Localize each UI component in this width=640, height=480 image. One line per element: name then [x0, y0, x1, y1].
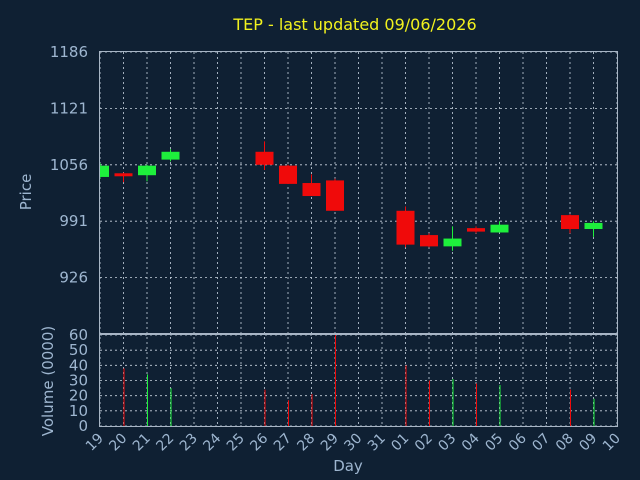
candle-body: [326, 180, 344, 211]
candle-body: [420, 235, 438, 247]
candle-body: [443, 238, 462, 247]
volume-tick-label: 50: [69, 341, 88, 359]
volume-tick-label: 60: [69, 326, 88, 344]
volume-tick-label: 20: [69, 387, 88, 405]
volume-tick-label: 10: [69, 402, 88, 420]
candle-body: [584, 222, 603, 230]
candle-body: [396, 210, 415, 245]
volume-tick-label: 30: [69, 372, 88, 390]
candle-body: [279, 165, 297, 184]
candle-body: [467, 228, 485, 232]
price-axis-label: Price: [17, 174, 35, 211]
price-tick-label: 1121: [50, 99, 88, 117]
volume-layer: [123, 335, 595, 426]
candle-body: [100, 165, 109, 177]
price-panel-frame: [99, 51, 618, 334]
price-tick-label: 926: [59, 269, 88, 287]
candle-body: [161, 151, 180, 160]
price-tick-label: 1186: [50, 43, 88, 61]
volume-tick-label: 40: [69, 356, 88, 374]
price-tick-label: 1056: [50, 156, 88, 174]
volume-axis-label: Volume (0000): [39, 326, 57, 436]
candle-body: [302, 183, 321, 197]
x-axis-label: Day: [333, 457, 363, 475]
candle-body: [490, 224, 509, 233]
price-tick-label: 991: [59, 212, 88, 230]
chart-title: TEP - last updated 09/06/2026: [232, 15, 476, 34]
candle-body: [114, 173, 133, 177]
candle-body: [255, 151, 274, 165]
candle-body: [138, 165, 156, 176]
x-tick-labels: 19 20 21 22 23 24 25 26 27 28 29 30 31 01 02 03 04 05 06 07…: [83, 430, 624, 454]
candle-body: [561, 215, 579, 230]
volume-panel-frame: [99, 334, 618, 427]
volume-tick-label: 0: [78, 417, 88, 435]
